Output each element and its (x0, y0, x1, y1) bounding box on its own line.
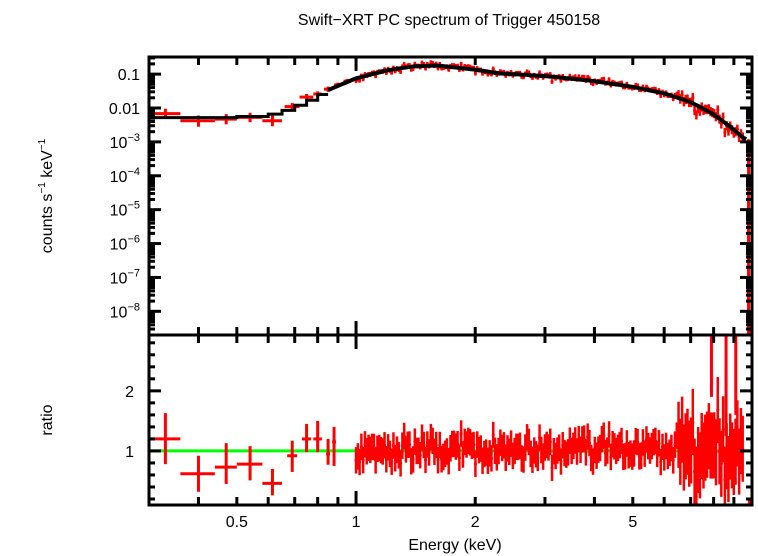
model-step-line (149, 93, 329, 120)
ratio-tick-label: 2 (125, 384, 134, 401)
y-tick-label: 10−5 (110, 200, 140, 220)
y-axis-label-ratio: ratio (39, 404, 56, 435)
x-tick-label: 0.5 (226, 514, 248, 531)
y-tick-label: 10−3 (110, 132, 140, 152)
ratio-frame (147, 333, 754, 507)
y-axis-label-spectrum: counts s−1 keV−1 (37, 138, 56, 253)
model-line (327, 63, 748, 141)
y-tick-label: 10−8 (110, 301, 140, 321)
ratio-panel (149, 325, 752, 505)
ratio-tick-label: 1 (125, 444, 134, 461)
spectrum-frame (147, 55, 754, 337)
x-tick-label: 2 (471, 514, 480, 531)
spectrum-panel (149, 60, 751, 335)
y-tick-label: 0.01 (109, 101, 140, 118)
y-tick-label: 10−7 (110, 267, 140, 287)
axes: 0.5 1 2 5 0.1 0.01 10−3 10−4 10−5 10−6 10−7 10−8 1 2 (109, 55, 754, 531)
x-tick-label: 5 (628, 514, 637, 531)
y-tick-label: 10−6 (110, 234, 140, 254)
x-tick-label: 1 (352, 514, 361, 531)
y-tick-label: 10−4 (110, 166, 140, 186)
y-tick-label: 0.1 (118, 67, 140, 84)
x-axis-label: Energy (keV) (408, 537, 501, 554)
chart-title: Swift−XRT PC spectrum of Trigger 450158 (298, 12, 600, 29)
